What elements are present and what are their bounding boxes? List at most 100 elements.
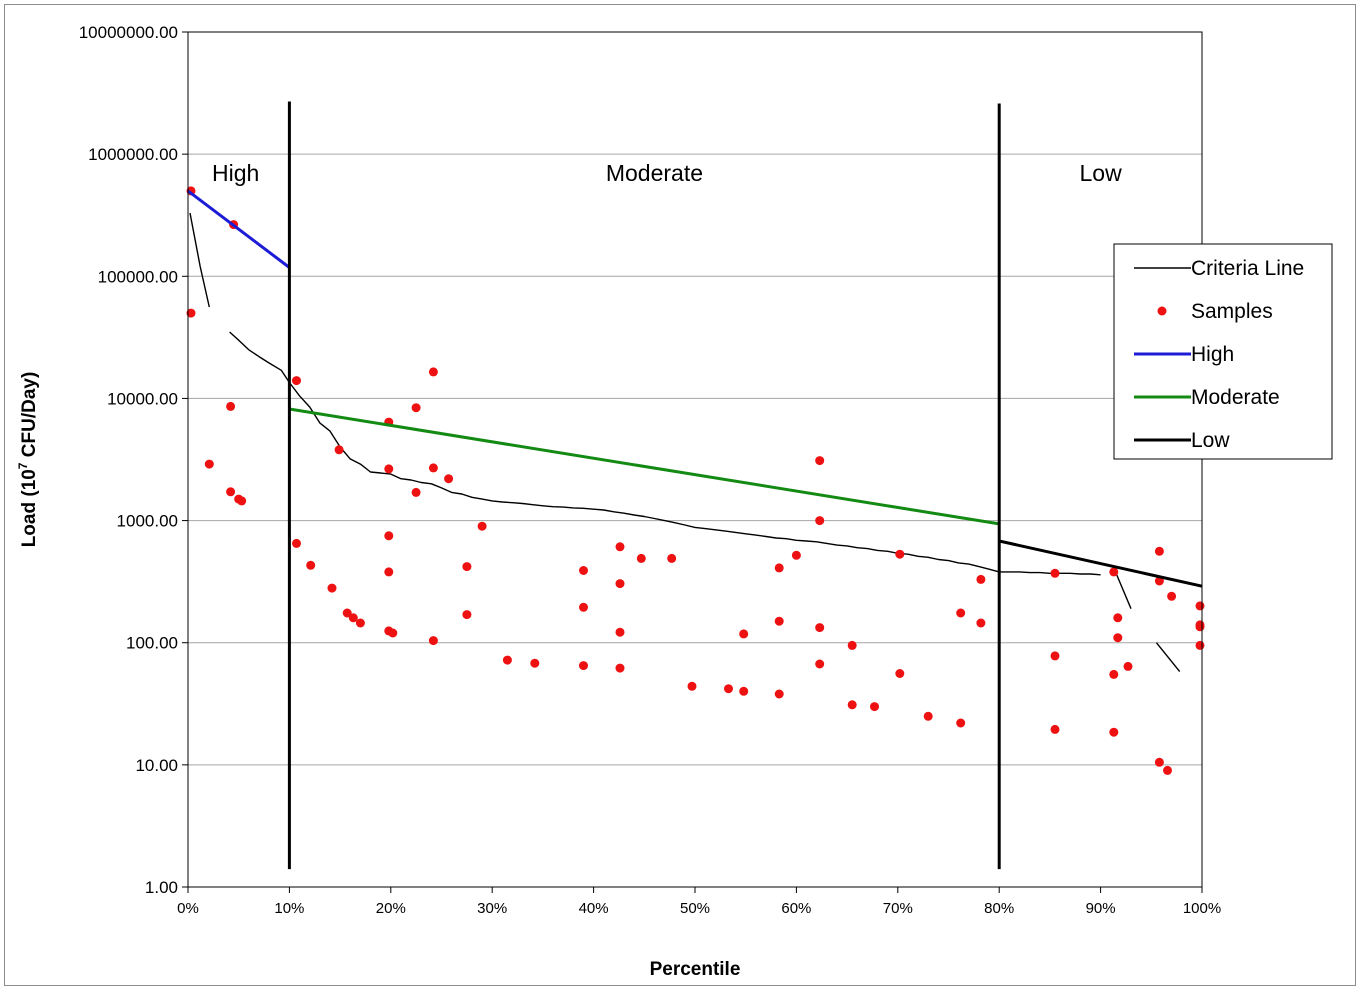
sample-point [1050, 724, 1060, 734]
sample-point [384, 464, 394, 474]
sample-point [636, 553, 646, 563]
sample-point [579, 566, 588, 575]
sample-point [579, 661, 588, 671]
sample-point [895, 669, 905, 678]
sample-point [739, 686, 749, 696]
legend-item-low: Low [1134, 429, 1230, 452]
sample-point [774, 689, 784, 699]
sample-point [444, 474, 454, 484]
sample-point [1154, 546, 1164, 556]
high-line [187, 189, 291, 269]
sample-point [327, 583, 337, 593]
zone-label-low: Low [1079, 160, 1122, 186]
zone-label-high: High [212, 160, 259, 186]
x-tick-label: 0% [177, 900, 199, 917]
zone-label-moderate: Moderate [606, 160, 703, 186]
sample-point [477, 521, 487, 531]
criteria-line-line [1155, 642, 1181, 673]
y-tick-label: 10.00 [135, 756, 178, 775]
sample-point [411, 487, 421, 497]
y-tick-label: 1000.00 [117, 512, 178, 531]
sample-point [1195, 640, 1205, 650]
series-low [998, 539, 1203, 588]
sample-point [956, 718, 966, 728]
sample-point [530, 658, 540, 668]
x-axis-ticks: 0% 10% 20% 30% 40% 50% 60% 70% 80% 90% 100% [177, 887, 1221, 917]
y-axis-title: Load (107 CFU/Day) [16, 372, 40, 548]
sample-point [355, 618, 365, 628]
sample-point [667, 553, 677, 563]
legend-label-low: Low [1191, 429, 1230, 452]
x-tick-label: 50% [680, 900, 710, 917]
chart-frame: 1.00 10.00 100.00 1000.00 10000.00 100000.00 1… [4, 4, 1356, 986]
y-tick-label: 1000000.00 [88, 145, 178, 164]
sample-point [687, 681, 697, 691]
sample-point [348, 613, 358, 623]
sample-point [895, 549, 905, 559]
legend-swatch-samples [1157, 306, 1167, 316]
moderate-line [289, 407, 1000, 526]
sample-point [1167, 591, 1177, 601]
sample-point [815, 623, 825, 633]
sample-point [739, 629, 749, 639]
sample-point [1154, 757, 1164, 767]
sample-point [226, 401, 236, 411]
y-tick-label: 100.00 [126, 634, 178, 653]
sample-point [388, 628, 398, 638]
zone-dividers [287, 101, 1001, 870]
sample-point [791, 550, 801, 560]
sample-point [956, 608, 966, 618]
y-tick-label: 10000.00 [107, 389, 178, 408]
criteria-line-line [189, 212, 210, 308]
sample-point [815, 516, 825, 526]
x-tick-label: 70% [883, 900, 913, 917]
y-axis-title-superscript: 7 [16, 462, 30, 469]
sample-point [847, 640, 857, 650]
sample-point [411, 403, 421, 413]
sample-point [428, 463, 438, 473]
sample-point [815, 659, 825, 669]
sample-point [292, 538, 301, 548]
sample-point [237, 496, 247, 506]
criteria-line-line [229, 331, 1101, 576]
sample-point [1109, 669, 1119, 679]
legend-item-criteria-line: Criteria Line [1134, 257, 1304, 280]
sample-point [976, 574, 986, 584]
legend-item-high: High [1134, 343, 1234, 366]
sample-point [1123, 661, 1133, 671]
low-line [998, 539, 1203, 588]
x-tick-label: 10% [274, 900, 304, 917]
sample-point [724, 684, 733, 694]
sample-point [615, 579, 625, 589]
sample-point [502, 655, 512, 665]
sample-point [428, 636, 438, 646]
x-tick-label: 60% [781, 900, 811, 917]
sample-point [815, 456, 825, 466]
x-tick-label: 100% [1183, 900, 1221, 917]
sample-point [615, 627, 625, 637]
sample-point [1195, 622, 1205, 632]
x-tick-label: 30% [477, 900, 507, 917]
series-criteria-line [189, 212, 1181, 673]
y-tick-label: 100000.00 [98, 267, 178, 286]
legend-item-moderate: Moderate [1134, 386, 1280, 409]
legend-label-high: High [1191, 343, 1234, 366]
y-axis-ticks: 1.00 10.00 100.00 1000.00 10000.00 100000.00 1… [79, 23, 188, 897]
sample-point [923, 711, 933, 721]
x-tick-label: 20% [376, 900, 406, 917]
x-axis-title: Percentile [650, 959, 741, 980]
sample-point [1163, 765, 1172, 775]
sample-point [1050, 651, 1060, 661]
sample-point [306, 560, 316, 570]
x-tick-label: 40% [579, 900, 609, 917]
series-high [187, 189, 291, 269]
sample-point [847, 700, 857, 710]
sample-point [870, 702, 879, 712]
sample-point [615, 542, 625, 552]
legend-label-samples: Samples [1191, 300, 1273, 323]
legend-label-criteria-line: Criteria Line [1191, 257, 1304, 280]
y-tick-label: 10000000.00 [79, 23, 178, 42]
x-tick-label: 90% [1086, 900, 1116, 917]
sample-point [342, 608, 352, 618]
sample-point [1113, 633, 1123, 643]
